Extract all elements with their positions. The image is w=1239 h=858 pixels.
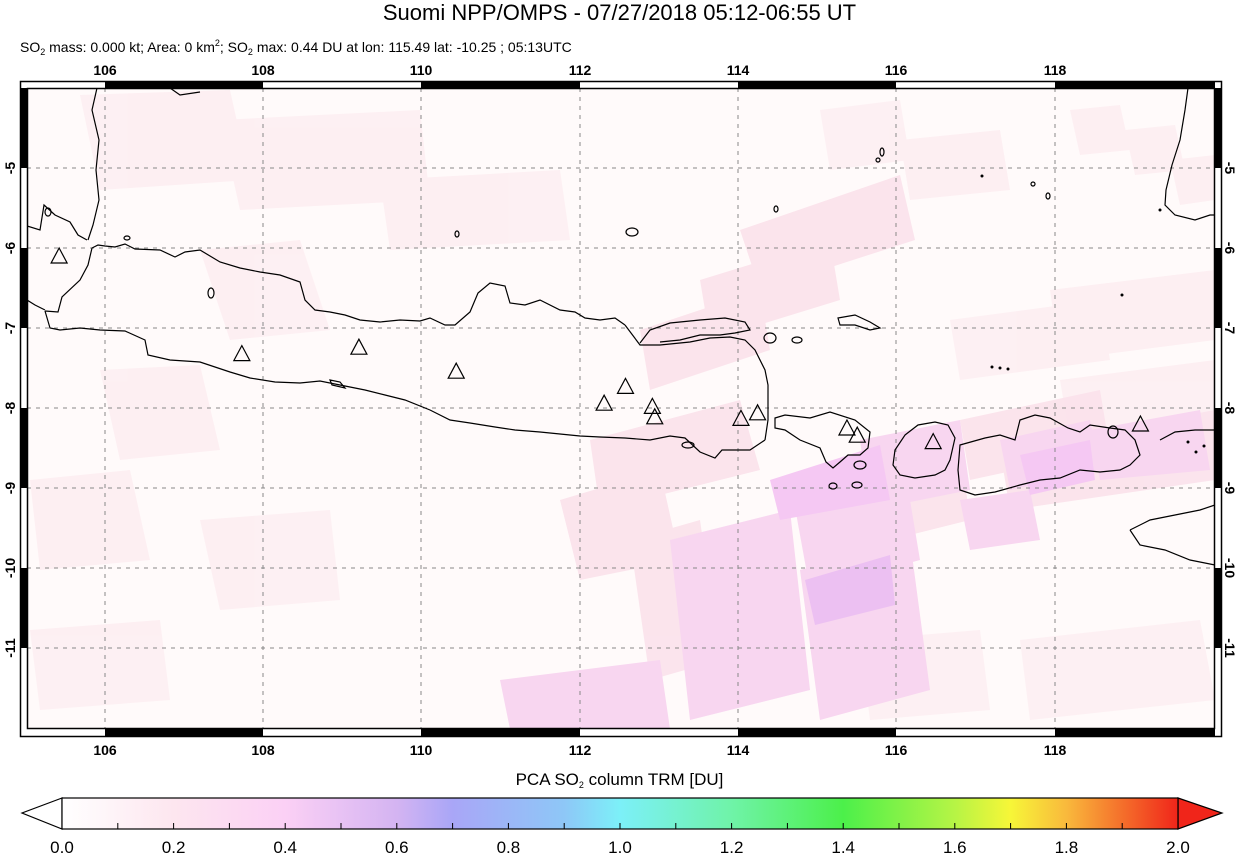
lat-label: -6	[1222, 241, 1238, 255]
lon-label: 114	[726, 742, 750, 758]
volcano-triangle-icon	[595, 393, 614, 411]
volcano-triangle-icon	[748, 403, 767, 421]
volcano-markers	[50, 246, 1150, 450]
lat-label: -7	[2, 321, 18, 335]
so2-summary: SO2 mass: 0.000 kt; Area: 0 km2; SO2 max…	[20, 38, 572, 57]
volcano-triangle-icon	[349, 337, 368, 355]
lat-label: -7	[1222, 321, 1238, 335]
volcano-triangle-icon	[848, 425, 867, 443]
volcano-triangle-icon	[50, 246, 69, 264]
lon-label: 110	[409, 62, 433, 78]
lon-label: 106	[93, 742, 117, 758]
lat-label: -10	[1222, 557, 1238, 579]
colorbar-tick: 0.4	[273, 838, 297, 857]
lon-label: 118	[1043, 742, 1067, 758]
so2-map	[19, 80, 1223, 738]
volcano-triangle-icon	[924, 432, 943, 450]
frame-ticks	[21, 82, 1221, 736]
lon-label: 108	[251, 742, 275, 758]
lat-label: -11	[2, 638, 18, 658]
lon-label: 112	[568, 62, 592, 78]
volcano-triangle-icon	[232, 344, 251, 362]
lat-label: -11	[1222, 638, 1238, 658]
colorbar-tick: 0.0	[50, 838, 74, 857]
small-islets	[980, 174, 1206, 454]
colorbar-tick: 1.2	[719, 838, 744, 857]
graticule	[27, 88, 1215, 729]
lat-label: -8	[2, 401, 18, 415]
lat-label: -9	[2, 481, 18, 495]
lon-label: 112	[568, 742, 592, 758]
colorbar-tick: 1.6	[942, 838, 967, 857]
so2-pixels	[30, 90, 1215, 729]
volcano-triangle-icon	[616, 377, 635, 394]
lon-label: 114	[726, 62, 750, 78]
colorbar-tick: 2.0	[1166, 838, 1190, 857]
lon-label: 106	[93, 62, 117, 78]
lat-label: -5	[1222, 161, 1238, 175]
volcano-triangle-icon	[731, 409, 750, 426]
colorbar-tick: 0.8	[496, 838, 521, 857]
colorbar	[20, 797, 1224, 830]
map-title: Suomi NPP/OMPS - 07/27/2018 05:12-06:55 …	[382, 0, 857, 25]
volcano-triangle-icon	[447, 361, 466, 379]
volcano-triangle-icon	[645, 407, 664, 425]
colorbar-tick: 1.0	[608, 838, 632, 857]
lon-label: 110	[409, 742, 433, 758]
coastlines	[27, 88, 1215, 566]
lat-label: -10	[2, 557, 18, 579]
colorbar-label: PCA SO2 column TRM [DU]	[515, 770, 724, 790]
colorbar-under-arrow	[20, 797, 63, 830]
colorbar-tick: 1.4	[831, 838, 855, 857]
volcano-triangle-icon	[837, 418, 856, 436]
volcano-triangle-icon	[1131, 414, 1150, 432]
lon-label: 118	[1043, 62, 1067, 78]
lat-label: -9	[1222, 481, 1238, 495]
so2-max-pixel	[805, 555, 895, 625]
colorbar-tick: 1.8	[1054, 838, 1079, 857]
lat-label: -6	[2, 241, 18, 255]
lat-label: -8	[1222, 401, 1238, 415]
colorbar-over-arrow	[1177, 797, 1224, 830]
colorbar-tick: 0.6	[384, 838, 409, 857]
colorbar-tick: 0.2	[161, 838, 186, 857]
lat-label: -5	[2, 161, 18, 175]
lon-label: 108	[251, 62, 275, 78]
lon-label: 116	[884, 62, 908, 78]
lon-label: 116	[884, 742, 908, 758]
